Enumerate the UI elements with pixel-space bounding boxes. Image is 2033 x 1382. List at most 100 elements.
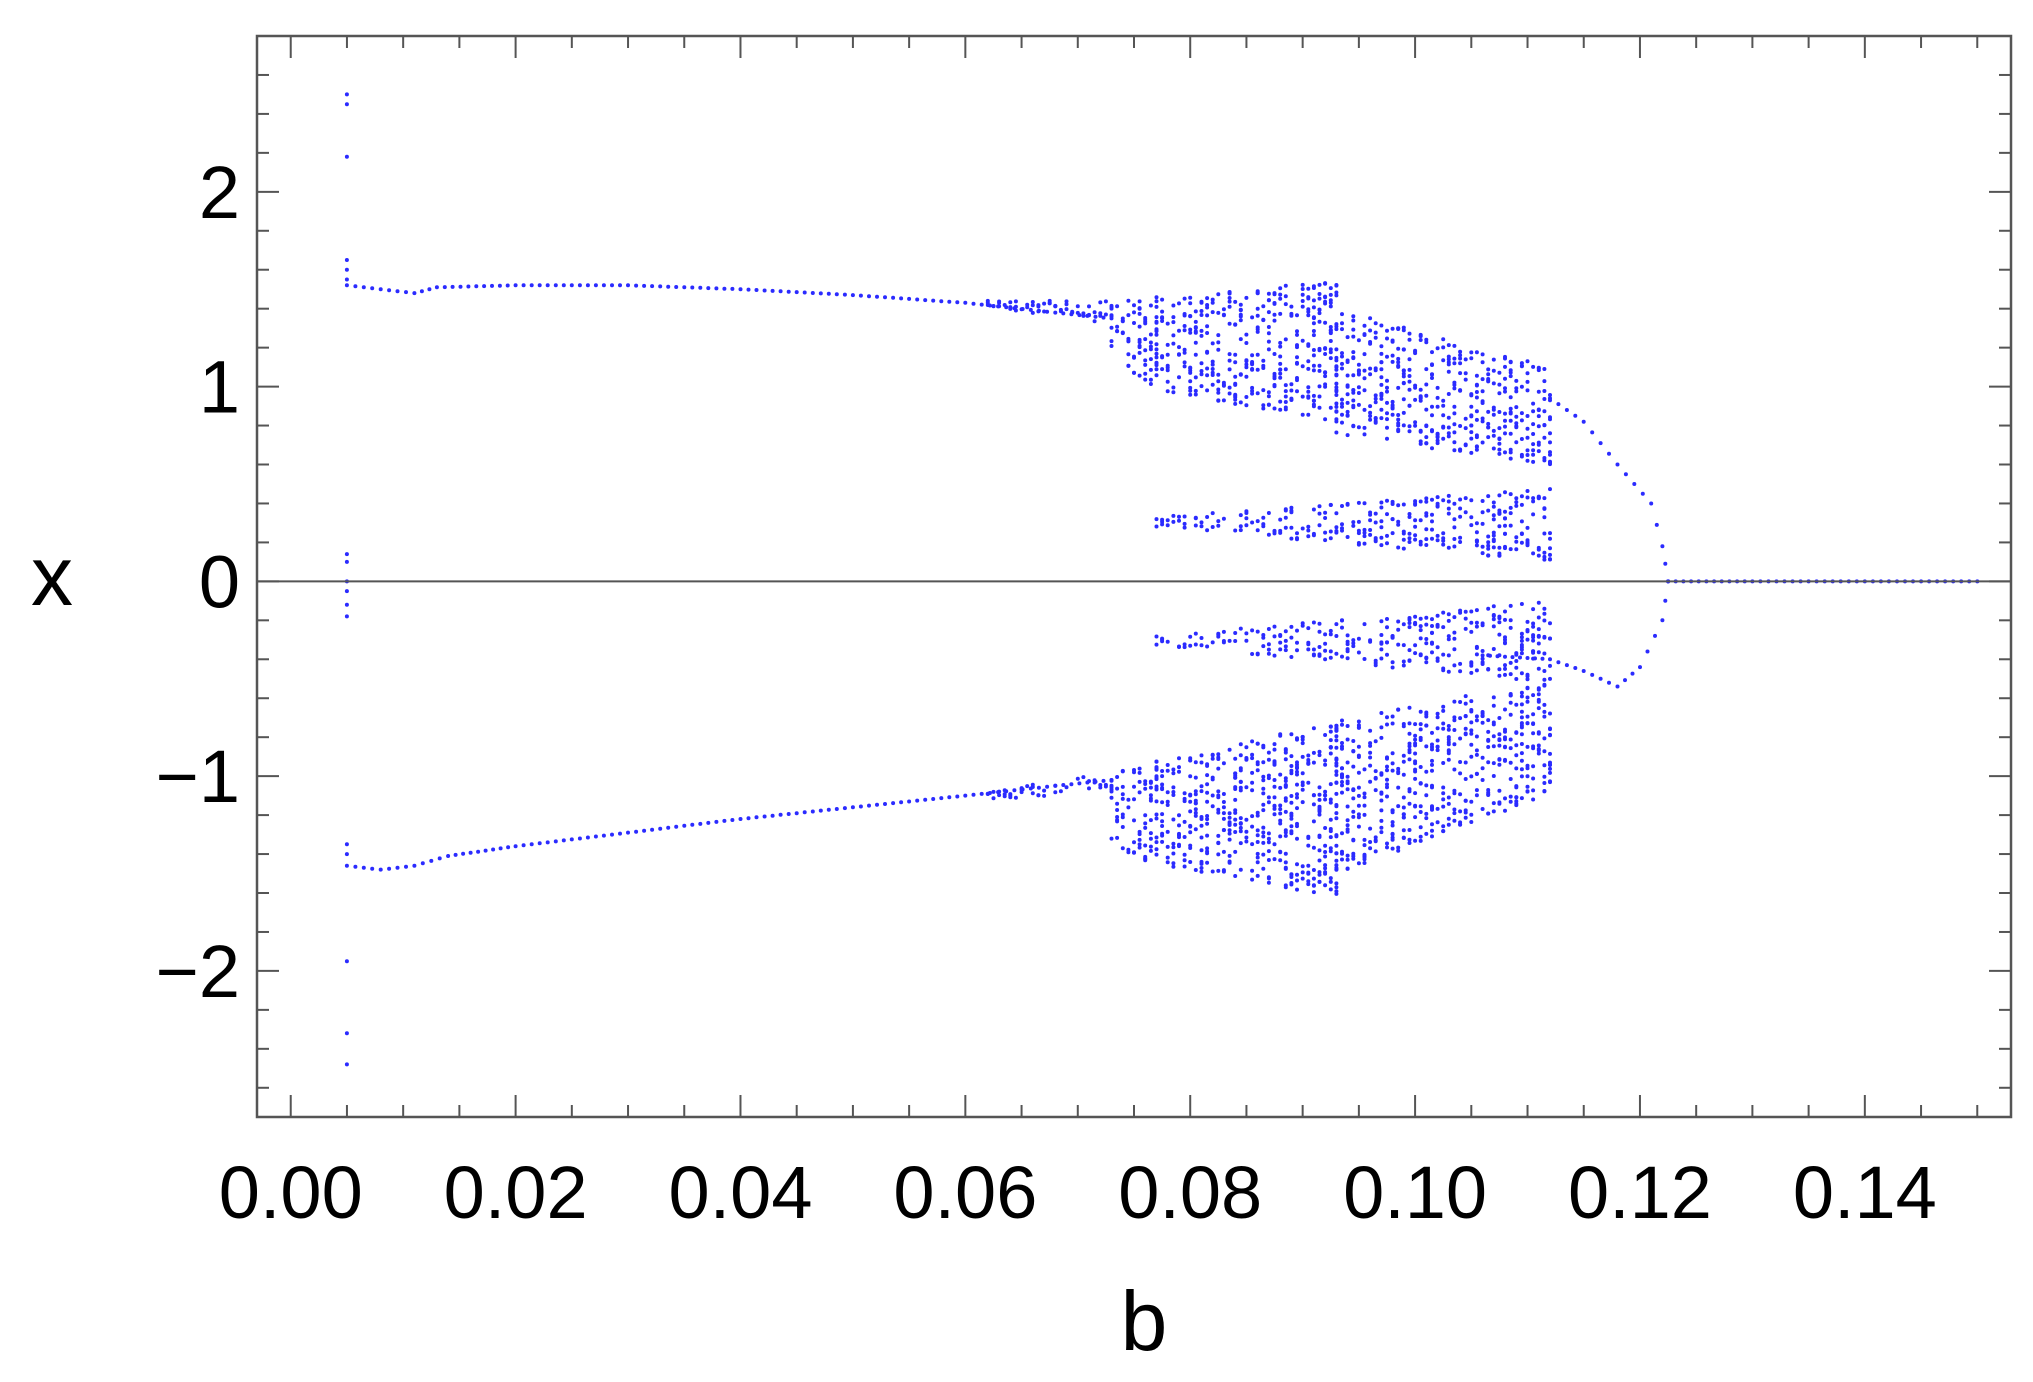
data-point <box>1452 615 1457 620</box>
data-point <box>1306 626 1311 631</box>
data-point <box>1446 653 1451 658</box>
data-point <box>1311 750 1316 755</box>
data-point <box>1328 628 1333 633</box>
data-point <box>1250 824 1255 829</box>
data-point <box>1160 782 1165 787</box>
data-point <box>1469 820 1474 824</box>
data-point <box>1182 514 1187 519</box>
data-point <box>1396 627 1401 632</box>
data-point <box>1278 344 1283 349</box>
data-point <box>1272 795 1277 800</box>
data-point <box>1435 645 1440 650</box>
data-point <box>1216 379 1221 384</box>
data-point <box>1407 424 1412 429</box>
data-point <box>1165 790 1170 795</box>
data-point <box>1536 743 1541 748</box>
data-point <box>1379 725 1384 730</box>
data-point <box>1261 808 1266 813</box>
data-point <box>1424 622 1429 627</box>
data-point <box>1154 816 1159 821</box>
data-point <box>1542 669 1547 673</box>
data-point <box>1452 807 1457 812</box>
data-point <box>1317 809 1322 814</box>
data-point <box>1261 304 1266 309</box>
data-point <box>722 286 727 291</box>
data-point <box>521 283 526 288</box>
data-point <box>1413 349 1418 354</box>
data-point <box>1373 335 1378 340</box>
data-point <box>1469 663 1474 668</box>
data-point <box>1531 512 1536 517</box>
data-point <box>1458 736 1463 741</box>
data-point <box>1199 520 1204 525</box>
data-point <box>1227 638 1232 643</box>
data-point <box>1407 837 1412 842</box>
data-point <box>1542 606 1547 611</box>
data-point <box>1508 712 1513 717</box>
data-point <box>1356 770 1361 775</box>
y-tick-label: 2 <box>199 151 240 234</box>
data-point <box>1463 626 1468 631</box>
data-point <box>1171 817 1176 822</box>
data-point <box>1199 866 1204 870</box>
data-point <box>1098 785 1103 790</box>
data-point <box>915 297 920 302</box>
data-point <box>985 791 990 796</box>
data-point <box>1255 855 1260 860</box>
data-point <box>1508 418 1513 423</box>
data-point <box>1311 305 1316 310</box>
data-point <box>1255 651 1260 656</box>
data-point <box>1199 361 1204 366</box>
data-point <box>1221 828 1226 833</box>
data-point <box>1407 731 1412 736</box>
data-point <box>1278 399 1283 404</box>
data-point <box>1458 661 1463 666</box>
data-point <box>1148 836 1153 841</box>
data-point <box>1424 382 1429 387</box>
data-point <box>1480 521 1485 526</box>
data-point <box>1233 393 1238 398</box>
data-point <box>1531 638 1536 643</box>
data-point <box>1171 771 1176 776</box>
data-point <box>1508 618 1513 623</box>
data-point <box>1474 788 1479 793</box>
data-point <box>1238 528 1243 533</box>
data-point <box>1328 350 1333 355</box>
data-point <box>1328 503 1333 507</box>
data-point <box>1227 385 1232 390</box>
data-point <box>1548 657 1552 662</box>
data-point <box>1216 523 1221 528</box>
data-point <box>1385 625 1389 630</box>
data-point <box>1525 453 1530 457</box>
data-point <box>1177 645 1181 649</box>
data-point <box>1300 864 1305 869</box>
data-point <box>1317 504 1322 509</box>
data-point <box>1503 663 1507 668</box>
data-point <box>1480 419 1485 424</box>
data-point <box>1390 721 1395 726</box>
data-point <box>1396 769 1401 774</box>
data-point <box>1261 852 1266 857</box>
data-point <box>963 793 968 798</box>
data-point <box>1413 643 1418 648</box>
data-point <box>1418 518 1423 523</box>
data-point <box>1531 496 1536 501</box>
data-point <box>1474 652 1479 657</box>
data-point <box>1474 417 1479 422</box>
data-point <box>1132 768 1136 772</box>
data-point <box>1452 448 1457 453</box>
data-point <box>1474 793 1479 798</box>
data-point <box>674 285 679 289</box>
data-point <box>1311 363 1316 368</box>
data-point <box>1250 814 1255 819</box>
data-point <box>1238 768 1243 773</box>
data-point <box>1300 364 1305 369</box>
data-point <box>1536 666 1541 671</box>
data-point <box>1221 868 1226 873</box>
data-point <box>1182 328 1187 333</box>
data-point <box>1525 695 1530 700</box>
data-point <box>842 806 847 811</box>
data-point <box>1598 441 1603 446</box>
data-point <box>1047 300 1052 305</box>
data-point <box>1418 539 1423 544</box>
